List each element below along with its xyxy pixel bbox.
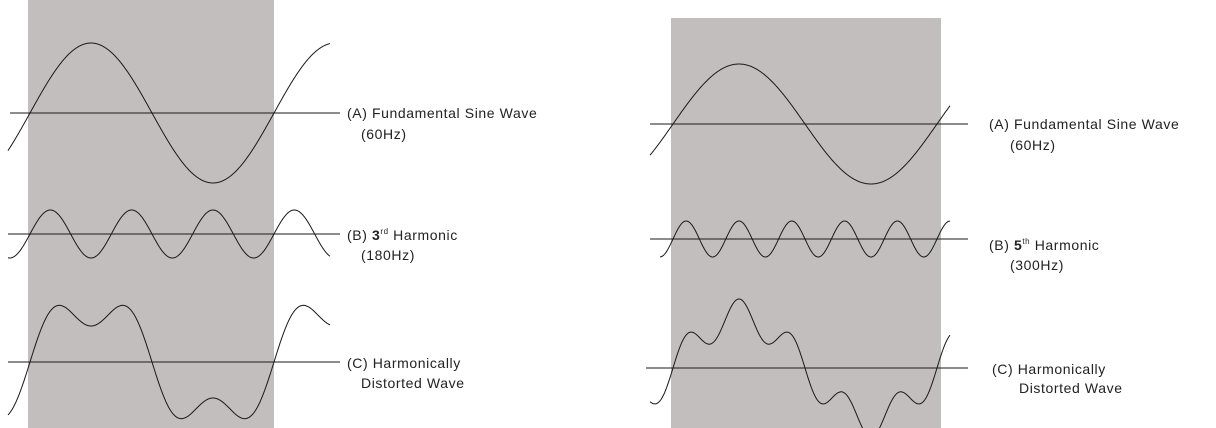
label-harmonic-freq-right: (300Hz) (1010, 257, 1064, 273)
wave-distorted-left (7, 304, 331, 420)
label-fundamental-right: (A) Fundamental Sine Wave (989, 116, 1179, 132)
period-panel-right (671, 18, 941, 428)
period-panel-left (28, 0, 274, 428)
wave-harmonic-left (7, 209, 331, 259)
label-harmonic-freq-left: (180Hz) (361, 247, 415, 263)
label-distorted-left: (C) Harmonically (347, 355, 461, 371)
label-distorted-right: (C) Harmonically (992, 361, 1106, 377)
label-fundamental-freq-left: (60Hz) (361, 126, 407, 142)
wave-fundamental-right (649, 63, 951, 185)
diagram-third-harmonic: (A) Fundamental Sine Wave (60Hz) (B) 3rd… (7, 0, 537, 428)
label-harmonic-suffix: rd (380, 227, 388, 236)
label-harmonic-left: (B) 3rd Harmonic (347, 227, 458, 243)
label-harmonic-prefix: (B) (989, 237, 1014, 253)
label-distorted-line2-left: Distorted Wave (361, 375, 465, 391)
wave-harmonic-right (659, 220, 951, 258)
label-distorted-line2-right: Distorted Wave (1019, 380, 1123, 396)
wave-distorted-right (649, 298, 951, 428)
label-harmonic-right: (B) 5th Harmonic (989, 237, 1099, 253)
label-harmonic-rest: Harmonic (389, 227, 458, 243)
wave-fundamental-left (7, 42, 331, 184)
label-fundamental-left: (A) Fundamental Sine Wave (347, 105, 537, 121)
diagram-fifth-harmonic: (A) Fundamental Sine Wave (60Hz) (B) 5th… (646, 18, 1179, 428)
label-harmonic-suffix: th (1022, 237, 1030, 246)
label-harmonic-prefix: (B) (347, 227, 372, 243)
label-fundamental-freq-right: (60Hz) (1010, 137, 1056, 153)
label-harmonic-rest: Harmonic (1030, 237, 1099, 253)
label-harmonic-number: 5 (1014, 237, 1022, 253)
label-harmonic-number: 3 (372, 227, 380, 243)
